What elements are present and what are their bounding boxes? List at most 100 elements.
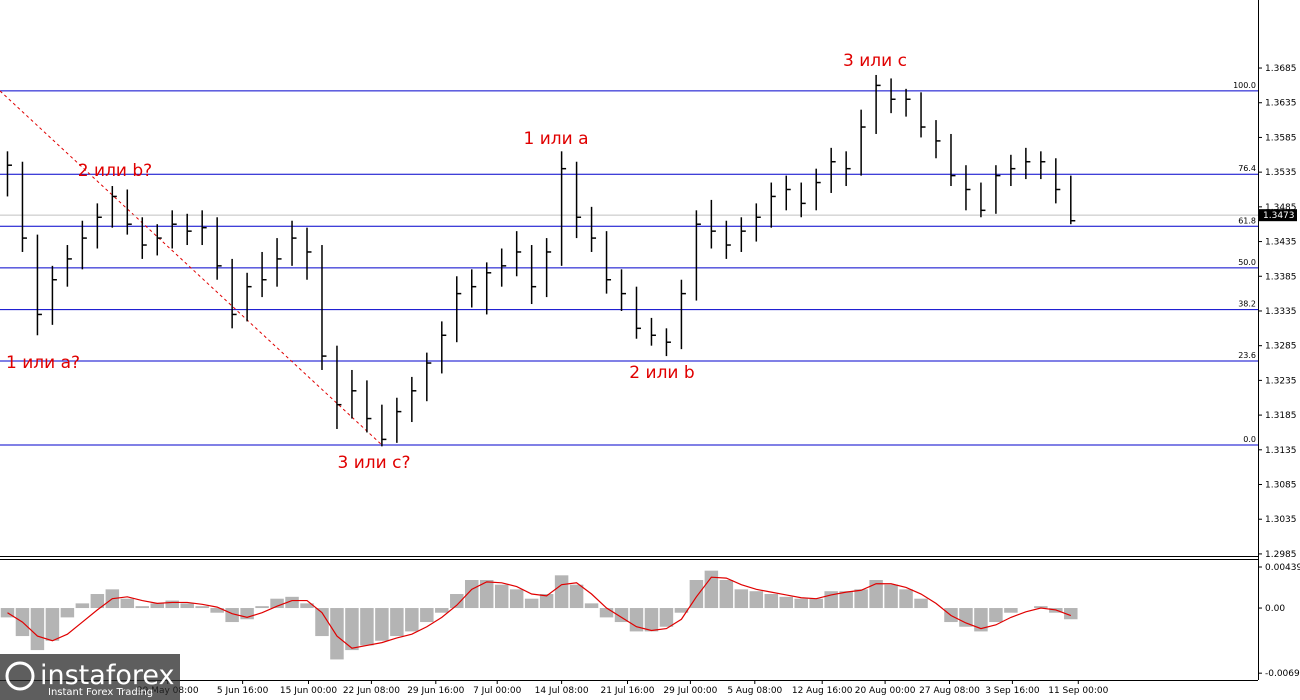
x-tick-label: 14 Jul 08:00: [535, 686, 589, 696]
macd-bar: [165, 600, 179, 609]
macd-bar: [674, 608, 689, 613]
macd-bar: [60, 608, 75, 618]
macd-bar: [974, 608, 988, 632]
x-tick-label: 29 Jul 00:00: [663, 686, 717, 696]
macd-bar: [959, 608, 973, 627]
macd-bar: [30, 608, 45, 651]
macd-bar: [494, 584, 509, 609]
macd-bar: [195, 606, 209, 609]
macd-bar: [75, 603, 90, 609]
macd-bar: [749, 591, 764, 609]
macd-bar: [420, 608, 434, 623]
watermark-tagline: Instant Forex Trading: [48, 687, 153, 698]
y-tick-label: 1.3535: [1265, 168, 1297, 178]
macd-bar: [569, 584, 584, 609]
macd-bar: [554, 575, 569, 609]
macd-bar: [135, 606, 150, 609]
watermark-icon: [5, 661, 35, 691]
macd-bar: [360, 608, 374, 646]
macd-bar: [345, 608, 359, 651]
macd-bar: [45, 608, 60, 641]
macd-bar: [989, 608, 1003, 623]
x-tick-label: 5 Aug 08:00: [727, 686, 782, 696]
macd-bar: [300, 603, 314, 609]
y-tick-label: 0.00: [1265, 604, 1285, 614]
y-tick-label: 0.00439: [1265, 563, 1300, 573]
fib-trendline: [0, 90, 383, 446]
macd-bar: [315, 608, 329, 637]
macd-bar: [210, 608, 224, 613]
macd-bar: [0, 608, 15, 618]
macd-bar: [614, 608, 629, 623]
x-tick-label: 21 Jul 16:00: [601, 686, 655, 696]
y-tick-label: 1.3585: [1265, 133, 1297, 143]
macd-bar: [899, 589, 913, 609]
macd-bar: [764, 594, 779, 609]
macd-bar: [914, 598, 928, 609]
y-tick-label: 1.3185: [1265, 411, 1297, 421]
y-tick-label: 1.3285: [1265, 342, 1297, 352]
fib-label: 23.6: [1238, 351, 1256, 360]
wave-label: 2 или b?: [78, 161, 152, 181]
macd-bar: [839, 591, 853, 609]
macd-bar: [629, 608, 644, 632]
fib-label: 100.0: [1233, 81, 1256, 90]
y-tick-label: 1.3235: [1265, 376, 1297, 386]
macd-bar: [1004, 608, 1018, 613]
macd-bar: [270, 598, 284, 609]
macd-bar: [884, 584, 898, 609]
y-tick-label: 1.3685: [1265, 64, 1297, 74]
y-tick-label: 1.3635: [1265, 99, 1297, 109]
y-tick-label: -0.00697: [1265, 669, 1300, 679]
y-tick-label: 1.3035: [1265, 515, 1297, 525]
macd-bar: [240, 608, 254, 620]
macd-bar: [1034, 606, 1048, 609]
watermark-bg: [0, 654, 180, 700]
macd-bar: [479, 580, 494, 609]
macd-bar: [719, 580, 734, 609]
wave-label: 1 или a: [523, 129, 588, 149]
macd-bar: [375, 608, 389, 641]
y-tick-label: 1.3485: [1265, 203, 1297, 213]
y-tick-label: 1.3085: [1265, 481, 1297, 491]
signal-line: [7, 576, 1072, 649]
y-tick-label: 1.3385: [1265, 272, 1297, 282]
current-price-tag: [1259, 209, 1297, 222]
wave-label: 3 или c?: [338, 453, 411, 473]
y-tick-label: 1.3335: [1265, 307, 1297, 317]
macd-bar: [509, 589, 524, 609]
fib-label: 0.0: [1243, 435, 1256, 444]
macd-bar: [330, 608, 344, 660]
x-tick-label: 15 Jun 00:00: [280, 686, 337, 696]
macd-bar: [854, 589, 868, 609]
fib-label: 50.0: [1238, 258, 1256, 267]
macd-bar: [644, 608, 659, 632]
current-price-label: 1.3473: [1263, 211, 1295, 221]
macd-bar: [659, 608, 674, 627]
macd-bar: [435, 608, 449, 613]
macd-bar: [734, 589, 749, 609]
y-tick-label: 1.2985: [1265, 550, 1297, 560]
macd-bar: [539, 594, 554, 609]
x-tick-label: 11 Sep 00:00: [1048, 686, 1108, 696]
x-tick-label: 22 Jun 08:00: [343, 686, 400, 696]
x-tick-label: 7 Jul 00:00: [473, 686, 522, 696]
fib-label: 61.8: [1238, 216, 1256, 225]
x-tick-label: 5 Jun 16:00: [217, 686, 269, 696]
macd-bar: [794, 598, 808, 609]
macd-bar: [450, 594, 464, 609]
wave-label: 3 или c: [843, 51, 907, 71]
macd-bar: [180, 603, 194, 609]
x-tick-label: 29 Jun 16:00: [407, 686, 464, 696]
macd-bar: [390, 608, 404, 637]
macd-bar: [1064, 608, 1078, 620]
macd-bar: [524, 598, 539, 609]
macd-bar: [405, 608, 419, 632]
macd-bar: [809, 598, 823, 609]
y-tick-label: 1.3135: [1265, 446, 1297, 456]
macd-bar: [285, 596, 299, 609]
macd-bar: [869, 580, 883, 609]
macd-bar: [584, 603, 599, 609]
macd-bar: [779, 596, 793, 609]
